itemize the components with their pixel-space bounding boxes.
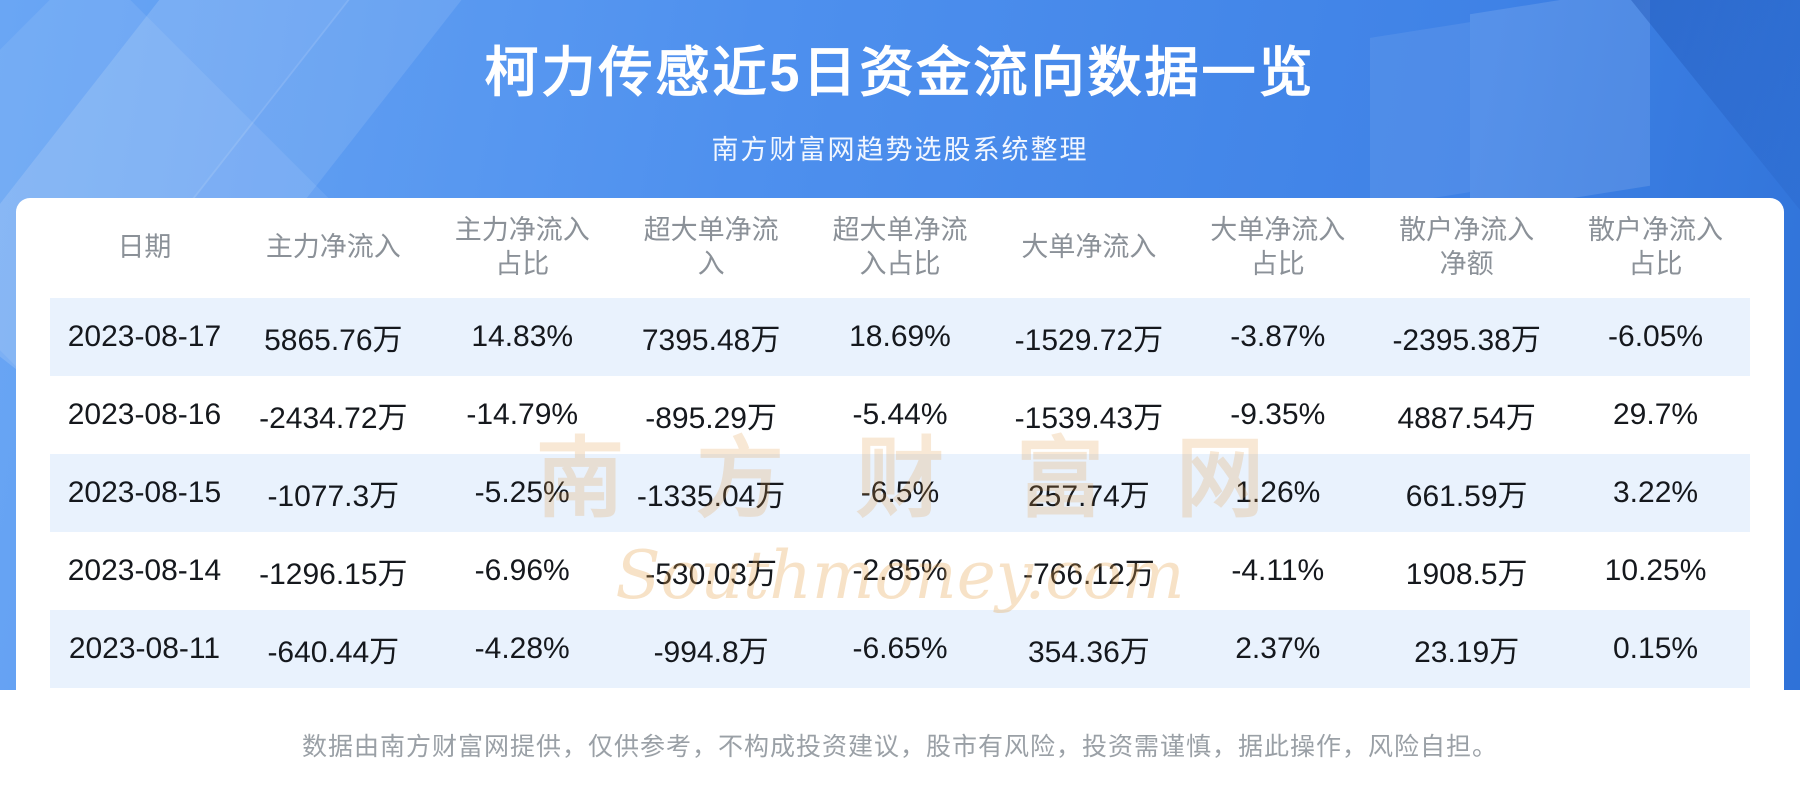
table-row: 2023-08-15 -1077.3万 -5.25% -1335.04万 -6.…: [50, 454, 1750, 532]
cell-large-ratio: -9.35%: [1230, 398, 1326, 431]
cell-retail-ratio: 3.22%: [1613, 476, 1699, 509]
banner-subtitle: 南方财富网趋势选股系统整理: [711, 135, 1089, 165]
header-cell-xl-order-inflow: 超大单净流 入: [617, 214, 806, 282]
cell-large-ratio: 2.37%: [1235, 632, 1321, 665]
header-label-line: 日期: [117, 232, 172, 263]
header-label-line: 入占比: [859, 249, 941, 279]
cell-retail-inflow: 661.59万: [1405, 480, 1528, 513]
cell-main-ratio: -5.25%: [474, 476, 570, 509]
cell-xl-inflow: -895.29万: [645, 402, 777, 435]
header-label-line: 占比: [495, 249, 550, 279]
table-body: 2023-08-17 5865.76万 14.83% 7395.48万 18.6…: [50, 298, 1750, 688]
cell-main-ratio: -4.28%: [474, 632, 570, 665]
cell-large-inflow: 257.74万: [1028, 480, 1150, 513]
table-card: 南方财富网 Southmoney.com 日期 主力净流入 主力净流入 占比 超…: [16, 198, 1784, 690]
header-label-line: 占比: [1628, 249, 1683, 279]
header-label-line: 净额: [1439, 249, 1494, 279]
cell-xl-ratio: -6.5%: [860, 476, 940, 509]
header-cell-retail-inflow: 散户净流入 净额: [1372, 214, 1561, 282]
header-label-line: 主力净流入: [265, 232, 401, 263]
cell-retail-ratio: 0.15%: [1613, 632, 1699, 665]
table-row: 2023-08-11 -640.44万 -4.28% -994.8万 -6.65…: [50, 610, 1750, 688]
cell-xl-inflow: -1335.04万: [636, 480, 786, 513]
page-title: 柯力传感近5日资金流向数据一览: [484, 43, 1316, 103]
cell-date: 2023-08-17: [67, 320, 222, 353]
header-label-line: 超大单净流: [643, 215, 779, 246]
cell-xl-inflow: -530.03万: [645, 558, 777, 591]
header-label-line: 大单净流入: [1021, 232, 1157, 263]
cell-retail-inflow: 23.19万: [1414, 636, 1520, 669]
header-cell-large-order-ratio: 大单净流入 占比: [1183, 214, 1372, 282]
cell-large-ratio: -4.11%: [1231, 554, 1325, 587]
cell-retail-inflow: 1908.5万: [1405, 558, 1528, 591]
header-label-line: 主力净流入: [454, 215, 590, 246]
cell-xl-ratio: -2.85%: [852, 554, 948, 587]
cell-large-inflow: -1539.43万: [1014, 402, 1164, 435]
cell-large-ratio: 1.26%: [1235, 476, 1321, 509]
header-label-line: 大单净流入: [1210, 215, 1346, 246]
cell-main-inflow: -1077.3万: [267, 480, 400, 513]
header-label-line: 超大单净流: [832, 215, 968, 246]
header-cell-main-inflow: 主力净流入: [239, 231, 428, 265]
cell-retail-inflow: 4887.54万: [1397, 402, 1536, 435]
cell-retail-ratio: 29.7%: [1613, 398, 1699, 431]
table-row: 2023-08-14 -1296.15万 -6.96% -530.03万 -2.…: [50, 532, 1750, 610]
banner: 柯力传感近5日资金流向数据一览 南方财富网趋势选股系统整理 南方财富网 Sout…: [0, 0, 1800, 690]
header-label-line: 散户净流入: [1588, 215, 1724, 246]
cell-xl-inflow: -994.8万: [653, 636, 769, 669]
header-label-line: 占比: [1250, 249, 1305, 279]
table-row: 2023-08-17 5865.76万 14.83% 7395.48万 18.6…: [50, 298, 1750, 376]
cell-date: 2023-08-15: [67, 476, 222, 509]
header-cell-xl-order-ratio: 超大单净流 入占比: [806, 214, 995, 282]
cell-xl-inflow: 7395.48万: [641, 324, 781, 357]
cell-date: 2023-08-11: [68, 632, 221, 665]
cell-retail-ratio: -6.05%: [1608, 320, 1704, 353]
cell-main-inflow: -1296.15万: [259, 558, 408, 591]
table-header-row: 日期 主力净流入 主力净流入 占比 超大单净流 入 超大单净流 入占比 大单净流…: [50, 198, 1750, 298]
cell-main-inflow: 5865.76万: [264, 324, 403, 357]
cell-large-inflow: -766.12万: [1023, 558, 1155, 591]
footer-disclaimer: 数据由南方财富网提供，仅供参考，不构成投资建议，股市有风险，投资需谨慎，据此操作…: [301, 733, 1498, 761]
table-row: 2023-08-16 -2434.72万 -14.79% -895.29万 -5…: [50, 376, 1750, 454]
cell-main-ratio: -14.79%: [466, 398, 579, 431]
header-cell-date: 日期: [50, 231, 239, 265]
cell-xl-ratio: -5.44%: [852, 398, 948, 431]
cell-large-ratio: -3.87%: [1230, 320, 1326, 353]
cell-xl-ratio: -6.65%: [852, 632, 948, 665]
header-cell-large-order-inflow: 大单净流入: [994, 231, 1183, 265]
cell-main-ratio: 14.83%: [471, 320, 574, 353]
header-cell-retail-ratio: 散户净流入 占比: [1561, 214, 1750, 282]
cell-date: 2023-08-14: [67, 554, 222, 587]
cell-large-inflow: -1529.72万: [1014, 324, 1164, 357]
header-label-line: 散户净流入: [1399, 215, 1535, 246]
cell-main-ratio: -6.96%: [474, 554, 570, 587]
cell-date: 2023-08-16: [67, 398, 222, 431]
header-label-line: 入: [697, 249, 725, 279]
cell-main-inflow: -640.44万: [267, 636, 400, 669]
cell-retail-inflow: -2395.38万: [1392, 324, 1541, 357]
header-cell-main-inflow-ratio: 主力净流入 占比: [428, 214, 617, 282]
cell-large-inflow: 354.36万: [1028, 636, 1150, 669]
cell-retail-ratio: 10.25%: [1604, 554, 1707, 587]
cell-main-inflow: -2434.72万: [259, 402, 408, 435]
cell-xl-ratio: 18.69%: [849, 320, 951, 353]
